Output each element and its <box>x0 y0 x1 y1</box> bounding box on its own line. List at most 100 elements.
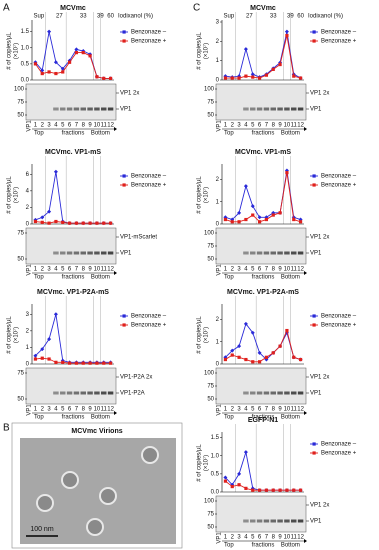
lane-label: 1 <box>224 267 228 273</box>
lane-label: 4 <box>244 535 248 541</box>
legend-label: Benzonaze + <box>131 323 167 329</box>
point <box>285 171 289 175</box>
blot-band <box>270 107 276 111</box>
blot-band <box>250 391 256 395</box>
blot-band <box>263 107 270 111</box>
y-tick-label: 1 <box>216 58 220 64</box>
y-axis-unit: (×10⁷) <box>13 187 20 203</box>
band-label: VP1-mScarlet <box>120 235 157 241</box>
lane-label: 11 <box>291 535 298 541</box>
point <box>67 60 72 64</box>
marker-label: 75 <box>207 100 214 106</box>
point <box>40 347 45 352</box>
band-label: VP1 <box>120 107 132 113</box>
blot-band <box>270 251 276 255</box>
top-label: Top <box>34 275 44 281</box>
lane-label: 5 <box>251 535 255 541</box>
band-label: VP1-P2A 2x <box>120 375 152 381</box>
y-axis-unit: (×10⁷) <box>203 327 210 343</box>
legend-swatch <box>312 314 316 318</box>
point <box>74 47 79 52</box>
lane-label: 3 <box>237 123 241 129</box>
point <box>81 51 85 55</box>
lane-prefix: VP1 <box>217 532 223 544</box>
blot-band <box>256 251 263 255</box>
band-label: VP1 <box>310 107 322 113</box>
point <box>95 361 99 365</box>
lane-label: 9 <box>278 535 282 541</box>
lane-label: 10 <box>284 267 291 273</box>
y-tick-label: 0 <box>216 78 220 84</box>
blot <box>215 227 307 265</box>
lane-label: 1 <box>34 267 38 273</box>
point <box>251 213 255 217</box>
blot <box>25 227 117 265</box>
y-axis-unit: (×10⁷) <box>203 455 210 471</box>
point <box>278 211 282 215</box>
marker-label: 75 <box>17 371 24 377</box>
blot <box>215 495 307 533</box>
region-label: 39 <box>287 14 294 20</box>
blot-band <box>256 391 263 395</box>
blot-band <box>263 519 270 523</box>
lane-label: 6 <box>68 407 72 413</box>
point <box>250 72 255 77</box>
point <box>40 220 44 224</box>
lane-label: 11 <box>101 123 108 129</box>
y-axis-unit: (×10⁷) <box>203 43 210 59</box>
legend-label: Benzonaze + <box>131 39 167 45</box>
legend-label: Benzonaze – <box>321 442 357 448</box>
lane-label: 5 <box>61 407 65 413</box>
marker-label: 50 <box>207 113 214 119</box>
blot-band <box>297 391 304 395</box>
legend-swatch <box>122 183 126 187</box>
lane-label: 8 <box>82 123 86 129</box>
point <box>244 217 248 222</box>
legend-label: Benzonaze – <box>131 30 167 36</box>
bottom-label: Bottom <box>281 131 300 137</box>
lane-label: 9 <box>88 123 92 129</box>
lane-label: 5 <box>251 407 255 413</box>
lane-label: 8 <box>82 407 86 413</box>
chart-title: MCVmc. VP1-P2A-mS <box>227 289 299 296</box>
blot-band <box>107 251 114 255</box>
point <box>278 488 282 492</box>
blot-band <box>284 519 290 523</box>
legend-label: Benzonaze – <box>131 174 167 180</box>
band-label: VP1 2x <box>120 91 139 97</box>
blot-band <box>297 251 304 255</box>
lane-label: 1 <box>224 407 228 413</box>
y-axis-label: # of copies/µL <box>197 444 203 482</box>
point <box>251 488 255 492</box>
band-label: VP1 2x <box>310 91 329 97</box>
series-line <box>225 31 301 79</box>
point <box>292 74 296 78</box>
blot-band <box>60 107 66 111</box>
point <box>88 221 92 225</box>
lane-label: 6 <box>68 267 72 273</box>
band-label: VP1 2x <box>310 503 329 509</box>
point <box>88 361 92 365</box>
lane-label: 9 <box>278 267 282 273</box>
top-label: Top <box>34 415 44 421</box>
point <box>61 70 65 74</box>
fraction-arrowhead <box>304 539 307 543</box>
blot-band <box>291 251 297 255</box>
y-tick-label: 1.5 <box>21 29 30 35</box>
lane-label: 2 <box>231 535 235 541</box>
virions <box>36 446 159 536</box>
blot <box>215 83 307 121</box>
lane-prefix: VP1 <box>27 404 33 416</box>
point <box>298 357 303 362</box>
bottom-label: Bottom <box>281 275 300 281</box>
band-label: VP1 2x <box>310 235 329 241</box>
point <box>264 355 269 359</box>
y-tick-label: 1 <box>216 339 220 345</box>
marker-label: 50 <box>207 525 214 531</box>
blot-band <box>107 107 114 111</box>
blot-band <box>256 107 263 111</box>
point <box>292 488 296 492</box>
y-tick-label: 2 <box>216 317 220 323</box>
lane-label: 4 <box>244 407 248 413</box>
em-frame <box>11 422 183 549</box>
